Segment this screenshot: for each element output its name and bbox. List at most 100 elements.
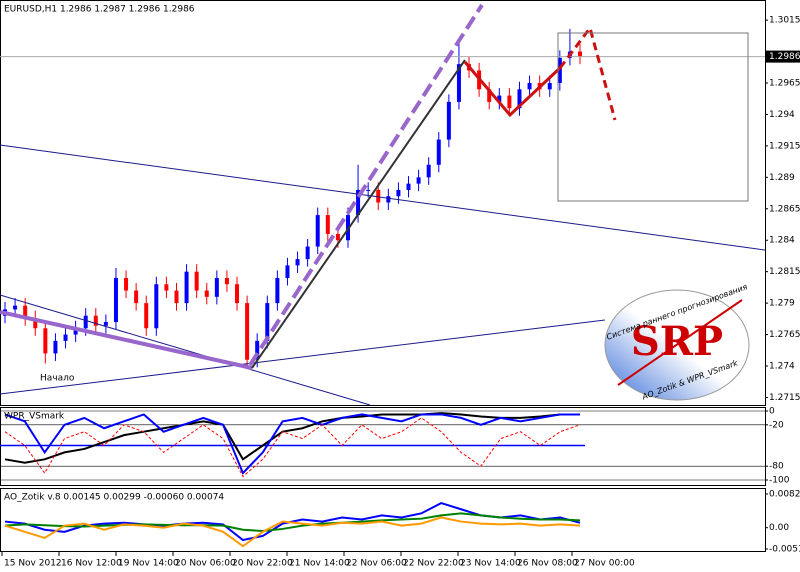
- candle-body: [235, 284, 240, 304]
- target-box: [557, 32, 749, 202]
- candle-body: [73, 328, 78, 335]
- x-tick-label: 20 Nov 22:00: [232, 559, 293, 569]
- candle-body: [487, 89, 492, 102]
- candle-body: [305, 246, 310, 260]
- x-tick-label: 19 Nov 14:00: [118, 559, 179, 569]
- candle-body: [154, 284, 159, 329]
- candle-body: [124, 277, 129, 291]
- candle-body: [507, 95, 512, 109]
- y-tick-label: 1.274: [769, 362, 795, 372]
- y-tick-label: -100: [769, 476, 790, 486]
- candle-body: [416, 177, 421, 184]
- trend-line: [248, 3, 484, 367]
- candle-body: [224, 277, 229, 285]
- drawings: [0, 3, 766, 406]
- x-tick-label: 16 Nov 12:00: [61, 559, 122, 569]
- candle-body: [386, 196, 391, 203]
- candle-body: [134, 290, 139, 304]
- y-tick-label: 0.00822: [769, 490, 800, 500]
- x-tick-label: 22 Nov 06:00: [346, 559, 407, 569]
- candle-body: [265, 303, 270, 341]
- trend-line: [0, 144, 766, 251]
- candle-body: [396, 189, 401, 197]
- candle-body: [295, 259, 300, 266]
- indicator-line: [4, 512, 581, 532]
- candle-body: [33, 318, 38, 329]
- x-tick-label: 23 Nov 14:00: [460, 559, 521, 569]
- candle-body: [406, 183, 411, 190]
- chart-title: EURUSD,H1 1.2986 1.2987 1.2986 1.2986: [4, 5, 195, 15]
- candle-body: [456, 64, 461, 102]
- candle-body: [275, 277, 280, 304]
- candle-body: [527, 83, 532, 90]
- candle-body: [194, 271, 199, 291]
- x-tick-label: 27 Nov 00:00: [574, 559, 635, 569]
- indicator-line: [4, 413, 580, 475]
- candle-body: [144, 303, 149, 329]
- logo-arrow: [617, 299, 743, 386]
- y-tick-label: 0.00: [769, 523, 789, 533]
- candle-body: [366, 189, 371, 191]
- candle-body: [325, 215, 330, 234]
- x-tick-label: 22 Nov 22:00: [403, 559, 464, 569]
- candle-body: [23, 305, 28, 319]
- y-tick-label: 0: [769, 407, 775, 417]
- x-tick-label: 21 Nov 14:00: [289, 559, 350, 569]
- indicator-title: AO_Zotik v.8 0.00145 0.00299 -0.00060 0.…: [4, 493, 224, 503]
- candle-body: [245, 303, 250, 360]
- candle-body: [578, 51, 582, 57]
- candle-body: [426, 164, 431, 178]
- y-tick-label: -20: [769, 420, 784, 430]
- candle-body: [335, 233, 340, 241]
- x-tick-label: 20 Nov 06:00: [175, 559, 236, 569]
- y-tick-label: 1.3015: [769, 16, 800, 26]
- candle-body: [13, 305, 18, 310]
- x-tick-label: 26 Nov 08:00: [517, 559, 578, 569]
- y-tick-label: 1.2865: [769, 204, 800, 214]
- candle-body: [43, 328, 48, 354]
- ao-panel: [0, 488, 766, 552]
- candle-body: [204, 290, 209, 297]
- forecast-line: [558, 24, 617, 121]
- logo: SRP Система раннего прогнозирования AO_Z…: [604, 282, 750, 402]
- indicator-title: WPR_VSmark: [4, 412, 65, 422]
- candle-body: [93, 315, 98, 326]
- last-price-label: 1.2986: [769, 52, 800, 62]
- y-tick-label: 1.294: [769, 110, 795, 120]
- main-panel: [0, 0, 766, 406]
- trend-line: [0, 294, 371, 406]
- y-tick-label: 1.289: [769, 173, 795, 183]
- indicator-line: [4, 516, 581, 548]
- candle-body: [446, 101, 451, 140]
- candle-body: [376, 189, 381, 203]
- trend-line: [251, 59, 466, 369]
- indicator-line: [4, 412, 580, 464]
- candle-body: [53, 340, 58, 354]
- candle-body: [184, 271, 189, 304]
- y-tick-label: 1.279: [769, 299, 795, 309]
- candle-body: [557, 57, 562, 84]
- candle-body: [103, 321, 108, 326]
- y-tick-label: 1.2715: [769, 393, 800, 403]
- wpr-panel: [0, 407, 766, 486]
- y-tick-label: -0.00519: [769, 545, 800, 555]
- candle-body: [517, 89, 522, 109]
- candle-body: [356, 189, 361, 216]
- candle-body: [436, 139, 441, 165]
- candle-body: [255, 340, 260, 360]
- y-tick-label: -80: [769, 462, 784, 472]
- last-price-box: [766, 50, 800, 63]
- y-tick-label: 1.284: [769, 236, 795, 246]
- candle-body: [113, 277, 118, 322]
- candle-body: [315, 215, 320, 247]
- candle-body: [83, 315, 88, 329]
- candle-body: [285, 265, 290, 278]
- marks: 1.3015 1.2965 1.294 1.2915 1.289 1.2865 1.284 1…: [0, 16, 800, 569]
- candle-body: [164, 284, 169, 291]
- y-tick-label: 1.2915: [769, 141, 800, 151]
- trend-line: [0, 319, 606, 395]
- candle-body: [214, 277, 219, 297]
